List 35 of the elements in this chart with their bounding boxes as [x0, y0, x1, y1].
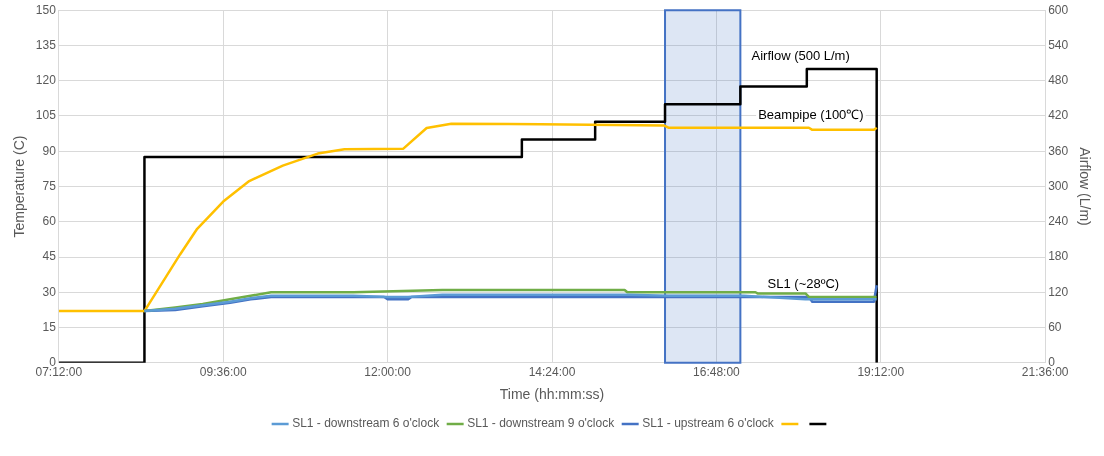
y2-tick-label: 60	[1048, 319, 1062, 334]
x-tick-label: 19:12:00	[857, 365, 905, 380]
y-tick-label: 150	[35, 2, 57, 17]
y-tick-label: 75	[42, 178, 57, 193]
y-tick-label: 60	[42, 214, 57, 229]
y-tick-label: 120	[35, 73, 57, 88]
annotation: Airflow (500 L/m)	[751, 48, 850, 64]
y2-axis-title: Airflow (L/m)	[1076, 147, 1093, 226]
y2-tick-label: 420	[1048, 108, 1069, 123]
y-tick-label: 30	[42, 284, 57, 299]
y-tick-label: 45	[42, 249, 57, 264]
annotation: SL1 (~28ºC)	[767, 276, 840, 292]
y2-tick-label: 480	[1048, 73, 1069, 88]
x-axis-title: Time (hh:mm:ss)	[499, 386, 605, 403]
annotation: Beampipe (100℃)	[758, 106, 864, 122]
y2-tick-label: 300	[1048, 178, 1069, 193]
y2-tick-label: 600	[1048, 2, 1069, 17]
y2-tick-label: 540	[1048, 37, 1069, 52]
x-tick-label: 16:48:00	[693, 365, 741, 380]
x-tick-label: 14:24:00	[528, 365, 576, 380]
y2-tick-label: 180	[1048, 249, 1069, 264]
x-tick-label: 09:36:00	[199, 365, 247, 380]
y-tick-label: 15	[42, 319, 57, 334]
y2-tick-label: 360	[1048, 143, 1069, 158]
legend-label: SL1 - upstream 6 o'clock	[642, 416, 775, 431]
legend-label: SL1 - downstream 6 o'clock	[292, 416, 441, 431]
y2-tick-label: 240	[1048, 214, 1069, 229]
y-tick-label: 105	[35, 108, 57, 123]
y-axis-title: Temperature (C)	[11, 135, 28, 238]
y-tick-label: 135	[35, 37, 57, 52]
x-tick-label: 07:12:00	[35, 365, 83, 380]
y2-tick-label: 120	[1048, 284, 1069, 299]
y-tick-label: 90	[42, 143, 57, 158]
x-tick-label: 12:00:00	[364, 365, 412, 380]
legend-label: SL1 - downstream 9 o'clock	[467, 416, 616, 431]
